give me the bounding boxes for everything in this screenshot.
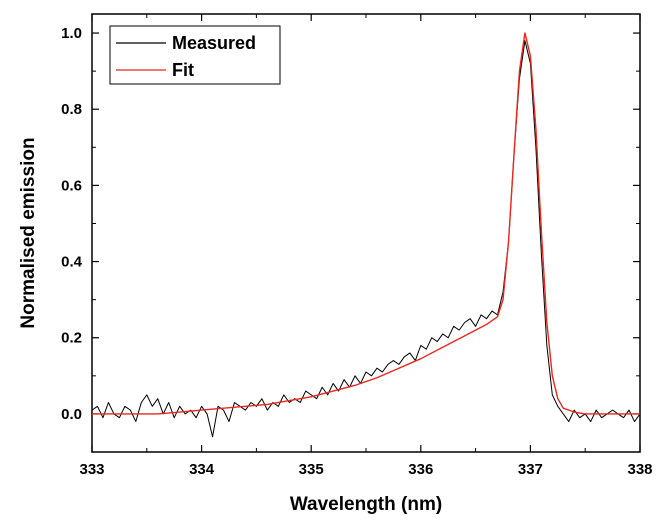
y-tick-label: 1.0 [61,25,82,42]
axis-ticks: 333 334 335 336 337 338 0.0 0.2 0.4 0.6 0.8 1.0 [61,14,653,478]
legend-label-measured: Measured [172,33,256,53]
legend-box [109,25,281,85]
x-tick-label: 337 [518,461,543,478]
legend-label-fit: Fit [172,60,194,80]
legend: Measured Fit [109,25,281,85]
plot-area [91,32,641,438]
y-tick-label: 0.8 [61,101,82,118]
x-tick-label: 333 [79,461,104,478]
x-tick-label: 338 [627,461,652,478]
x-axis-title: Wavelength (nm) [290,494,442,515]
series-fit-line [92,32,640,415]
y-tick-label: 0.2 [61,330,82,347]
y-tick-label: 0.6 [61,177,82,194]
x-tick-label: 334 [189,461,215,478]
y-axis-title: Normalised emission [18,137,39,328]
x-tick-label: 336 [408,461,433,478]
y-tick-label: 0.4 [61,254,83,271]
x-tick-label: 335 [299,461,324,478]
y-tick-label: 0.0 [61,406,82,423]
series-measured-line [91,40,641,438]
